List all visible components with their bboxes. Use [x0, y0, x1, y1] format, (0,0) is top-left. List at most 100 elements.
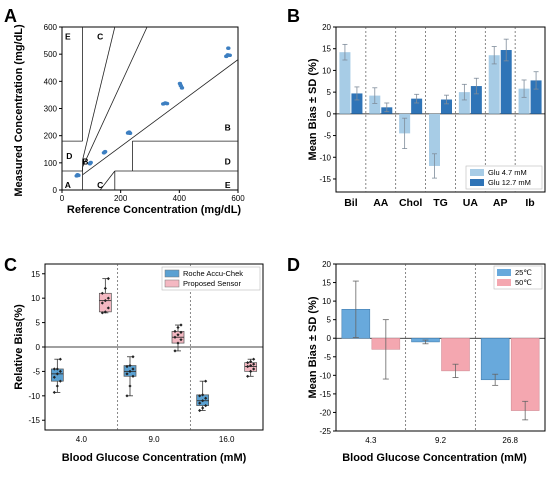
bar: [488, 55, 500, 114]
raw-point: [55, 372, 59, 376]
box: [98, 292, 112, 313]
raw-point: [125, 394, 129, 398]
raw-point: [173, 349, 177, 353]
legend-swatch: [497, 269, 511, 276]
plot-frame: [335, 263, 546, 432]
legend-box: [465, 165, 543, 190]
y-tick-label: 600: [44, 23, 58, 32]
y-tick-label: 400: [44, 77, 58, 86]
zone-label-c-1: C: [97, 32, 103, 42]
legend-box: [161, 266, 261, 291]
y-axis-title: Mean Bias ± SD (%): [307, 58, 319, 160]
zone-line-14: [99, 170, 116, 190]
raw-point: [106, 296, 110, 300]
category-label: 26.8: [502, 436, 518, 445]
legend-label: 25℃: [515, 268, 532, 277]
zone-label-b-6: B: [225, 123, 231, 133]
raw-point: [204, 396, 208, 400]
legend-label: Proposed Sensor: [183, 279, 241, 288]
panel-c-bias-boxplot: 4.0 9.0 16.0 -15 -10 -5 0 5 10 15 Blood Glucose Co…: [13, 263, 264, 464]
panel-letter-a: A: [4, 6, 17, 26]
y-axis-title: Mean Bias ± SD (%): [307, 296, 319, 398]
raw-point: [198, 408, 202, 413]
raw-point: [246, 361, 250, 365]
raw-point: [204, 403, 208, 408]
zone-label-d-7: D: [225, 156, 231, 166]
x-tick-label: 400: [173, 194, 187, 203]
raw-point: [201, 399, 205, 403]
raw-point: [249, 363, 253, 368]
bar: [339, 52, 351, 114]
zone-label-d-4: D: [66, 151, 72, 161]
category-label: 16.0: [219, 435, 235, 444]
x-axis-title: Blood Glucose Concentration (mM): [62, 452, 247, 464]
category-label: Bil: [344, 197, 358, 209]
x-tick-label: 0: [60, 194, 65, 203]
data-point-12: [164, 101, 170, 106]
category-label: 9.2: [435, 436, 447, 445]
raw-point: [58, 357, 62, 361]
raw-point: [103, 310, 107, 314]
raw-point: [173, 335, 177, 339]
legend-label: Roche Accu-Chek: [183, 269, 243, 278]
y-tick-label: 10: [322, 297, 331, 306]
category-label: UA: [463, 197, 479, 209]
legend-label: 50℃: [515, 278, 532, 287]
raw-point: [103, 286, 107, 291]
legend-label: Glu 12.7 mM: [488, 178, 531, 187]
raw-point: [249, 360, 253, 364]
y-tick-label: 20: [322, 23, 331, 32]
bar: [518, 88, 530, 114]
raw-point: [58, 369, 62, 374]
legend: 25℃50℃: [493, 265, 543, 290]
raw-point: [252, 367, 256, 371]
x-axis-title: Reference Concentration (mg/dL): [67, 204, 242, 216]
raw-point: [179, 330, 183, 334]
raw-point: [125, 372, 129, 376]
bar: [530, 80, 542, 114]
bar: [510, 337, 540, 411]
category-label: TG: [433, 197, 448, 209]
raw-point: [179, 323, 183, 327]
raw-point: [246, 364, 250, 369]
y-tick-label: -15: [319, 390, 331, 399]
raw-point: [176, 333, 180, 337]
x-axis-title: Blood Glucose Concentration (mM): [342, 452, 527, 464]
zone-label-b-3: B: [82, 156, 88, 166]
raw-point: [201, 393, 205, 397]
panel-letter-d: D: [287, 255, 300, 275]
bar: [458, 92, 470, 114]
category-label: AA: [373, 197, 389, 209]
y-tick-label: 15: [31, 270, 40, 279]
data-point-4: [88, 160, 93, 165]
panel-b-interference-bars: Bil AA Chol TG UA AP Ib -15 -10 -5 0 5 10 15 20 Mean Bi…: [307, 23, 546, 209]
zone-label-e-8: E: [225, 180, 231, 190]
y-tick-label: 300: [44, 105, 58, 114]
raw-point: [198, 394, 202, 398]
bar: [470, 86, 482, 114]
y-tick-label: 500: [44, 50, 58, 59]
data-point-19: [226, 46, 231, 50]
panel-letter-c: C: [4, 255, 17, 275]
category-label: 4.3: [365, 436, 377, 445]
data-point-15: [179, 86, 185, 90]
raw-point: [173, 329, 177, 333]
y-tick-label: -5: [324, 353, 332, 362]
x-tick-label: 600: [231, 194, 245, 203]
legend-swatch: [497, 279, 511, 286]
data-point-9: [127, 131, 133, 136]
category-label: Chol: [399, 197, 422, 209]
zone-line-2: [179, 59, 238, 104]
raw-point: [246, 374, 250, 378]
raw-point: [52, 375, 56, 379]
bar: [351, 93, 363, 114]
raw-point: [55, 367, 59, 371]
y-tick-label: 0: [53, 186, 58, 195]
y-tick-label: -10: [319, 153, 331, 162]
raw-point: [52, 390, 56, 395]
y-tick-label: 0: [36, 343, 41, 352]
y-tick-label: 0: [327, 334, 332, 343]
zone-label-a-2: A: [65, 180, 71, 190]
